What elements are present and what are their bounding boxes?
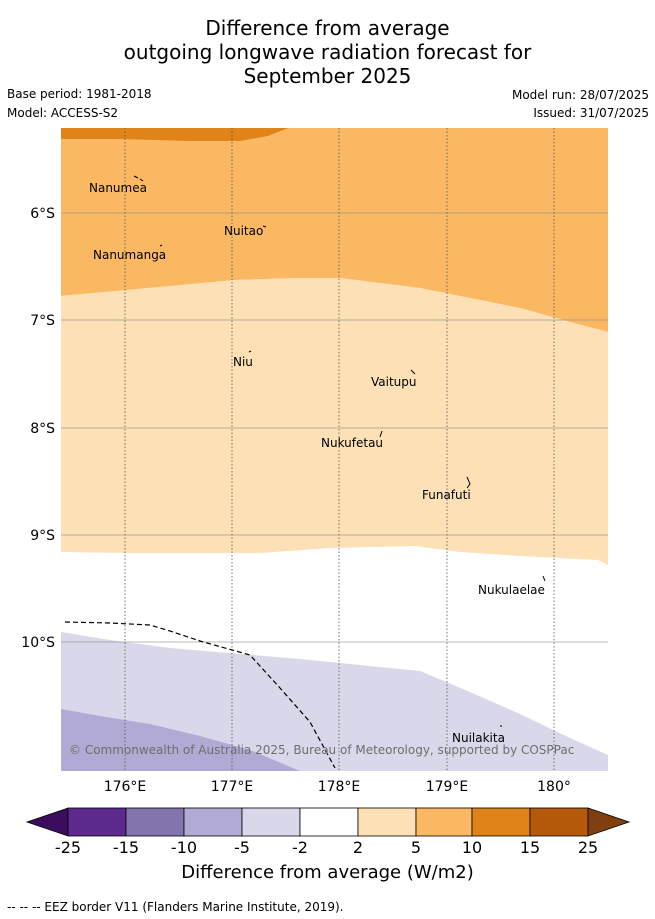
place-nuilakita: Nuilakita bbox=[452, 731, 505, 745]
colorbar-segment-below-25 bbox=[25, 807, 69, 837]
model-run: Model run: 28/07/2025 bbox=[511, 88, 649, 102]
island-nanumanga-shape bbox=[159, 244, 163, 247]
lat-label-10s: 10°S bbox=[21, 635, 55, 651]
colorbar-segment-2-5 bbox=[357, 807, 417, 837]
region-minus10-minus5 bbox=[61, 709, 300, 771]
colorbar-segment-5-2 bbox=[241, 807, 301, 837]
eez-footnote: -- -- -- EEZ border V11 (Flanders Marine… bbox=[7, 900, 344, 914]
place-niu: Niu bbox=[233, 355, 253, 369]
island-nuitao-shape bbox=[262, 225, 267, 228]
place-funafuti: Funafuti bbox=[422, 488, 471, 502]
lon-label-179e: 179°E bbox=[426, 779, 469, 795]
colorbar bbox=[25, 807, 631, 837]
lon-label-178e: 178°E bbox=[318, 779, 361, 795]
colorbar-label: 15 bbox=[519, 838, 541, 857]
island-nanumea-shape bbox=[133, 175, 144, 182]
place-nukulaelae: Nukulaelae bbox=[478, 583, 545, 597]
page-title: Difference from average outgoing longwav… bbox=[0, 16, 655, 88]
colorbar-segment-2-2 bbox=[299, 807, 359, 837]
region-2-5 bbox=[61, 278, 608, 565]
island-funafuti-shape bbox=[466, 476, 471, 489]
colorbar-segment-10-5 bbox=[183, 807, 243, 837]
lon-label-176e: 176°E bbox=[104, 779, 147, 795]
island-nukufetau-shape bbox=[379, 430, 383, 438]
colorbar-label: 5 bbox=[410, 838, 422, 857]
lon-label-180: 180° bbox=[537, 779, 571, 795]
lat-label-9s: 9°S bbox=[30, 528, 55, 544]
island-nukulaelae-shape bbox=[542, 575, 546, 582]
place-nanumea: Nanumea bbox=[89, 181, 147, 195]
colorbar-label: 2 bbox=[352, 838, 364, 857]
island-vaitupu-shape bbox=[410, 369, 416, 375]
title-line-3: September 2025 bbox=[243, 64, 412, 88]
colorbar-label: -25 bbox=[54, 838, 82, 857]
place-nuitao: Nuitao bbox=[224, 224, 263, 238]
colorbar-label: 10 bbox=[461, 838, 483, 857]
lon-label-177e: 177°E bbox=[211, 779, 254, 795]
colorbar-label: -2 bbox=[292, 838, 308, 857]
colorbar-label: -15 bbox=[112, 838, 140, 857]
eez-border-line bbox=[64, 621, 336, 769]
island-niu-shape bbox=[248, 350, 252, 353]
colorbar-segment-10-15 bbox=[471, 807, 531, 837]
place-nukufetau: Nukufetau bbox=[321, 436, 383, 450]
lat-label-8s: 8°S bbox=[30, 421, 55, 437]
lat-label-6s: 6°S bbox=[30, 206, 55, 222]
colorbar-segment-above-25 bbox=[587, 807, 631, 837]
colorbar-label: -5 bbox=[234, 838, 250, 857]
map-fill-layers bbox=[61, 128, 608, 771]
colorbar-segment-25-15 bbox=[67, 807, 127, 837]
place-nanumanga: Nanumanga bbox=[93, 248, 166, 262]
colorbar-label: -10 bbox=[170, 838, 198, 857]
colorbar-segment-5-10 bbox=[415, 807, 473, 837]
issued-date: Issued: 31/07/2025 bbox=[533, 106, 649, 120]
island-shapes bbox=[133, 175, 546, 727]
copyright-text: © Commonwealth of Australia 2025, Bureau… bbox=[69, 743, 574, 757]
title-line-2: outgoing longwave radiation forecast for bbox=[123, 40, 532, 64]
model-name: Model: ACCESS-S2 bbox=[7, 106, 119, 120]
colorbar-label: 25 bbox=[577, 838, 599, 857]
colorbar-title: Difference from average (W/m2) bbox=[181, 862, 474, 883]
title-line-1: Difference from average bbox=[205, 16, 450, 40]
base-period: Base period: 1981-2018 bbox=[7, 87, 152, 101]
colorbar-segment-15-10 bbox=[125, 807, 185, 837]
place-vaitupu: Vaitupu bbox=[371, 375, 417, 389]
region-10-15 bbox=[61, 128, 288, 141]
gridlines bbox=[61, 128, 608, 771]
region-5-10 bbox=[61, 128, 608, 332]
colorbar-segment-15-25 bbox=[529, 807, 589, 837]
lat-label-7s: 7°S bbox=[30, 313, 55, 329]
